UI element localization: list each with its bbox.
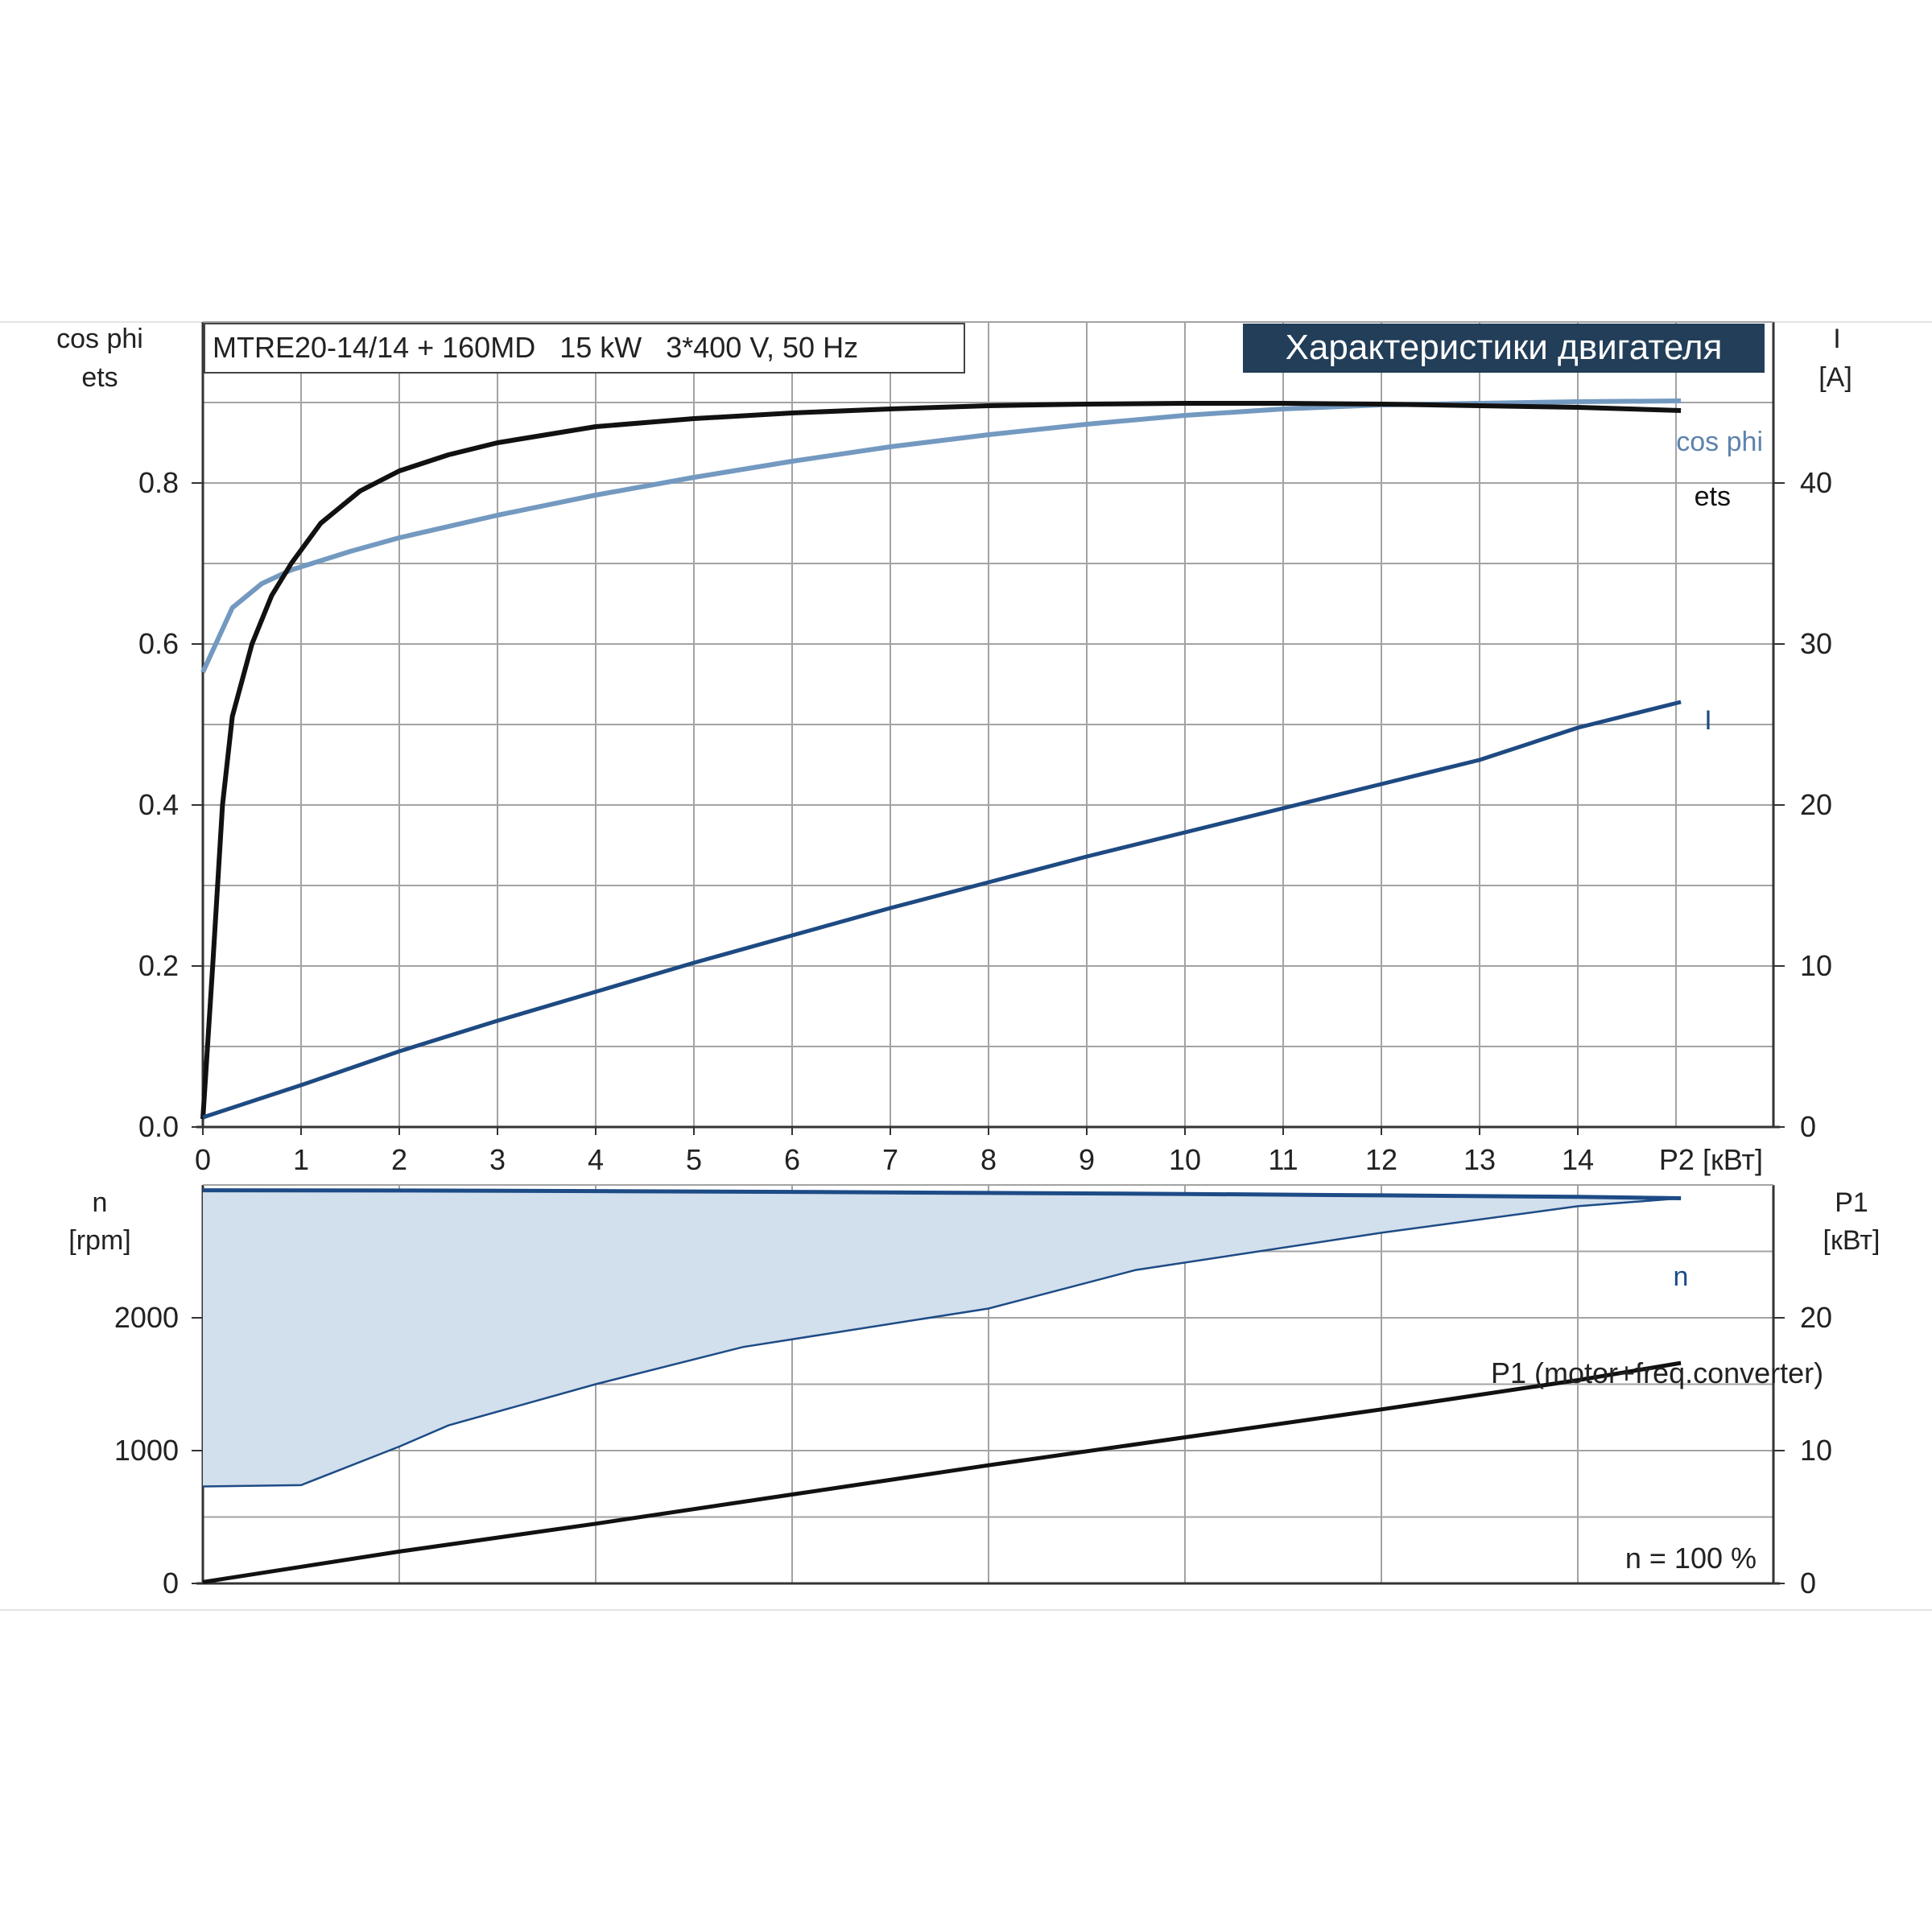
bottom-left-axis-label-n: n xyxy=(93,1187,108,1218)
y-right-tick-label: 30 xyxy=(1800,627,1832,660)
speed-fill xyxy=(203,1190,1682,1487)
series-label-i: I xyxy=(1704,705,1711,736)
y-right-tick-label: 40 xyxy=(1800,466,1832,499)
y-right-tick-label: 0 xyxy=(1800,1110,1816,1143)
y-left-tick-label: 0.2 xyxy=(138,949,179,982)
axis-ticks: 0 1 2 3 4 5 6 7 8 9 10 11 12 13 140.00.20.40.60.801020… xyxy=(114,466,1832,1600)
series-label-cosphi: cos phi xyxy=(1676,427,1763,457)
x-tick-label: 11 xyxy=(1268,1143,1298,1176)
ets-curve xyxy=(200,401,1682,1120)
x-tick-label: 10 xyxy=(1169,1143,1201,1176)
x-tick-label: 7 xyxy=(882,1143,898,1176)
y-left-tick-label: 0.8 xyxy=(138,466,179,499)
x-tick-label: 6 xyxy=(784,1143,800,1176)
x-tick-label: 1 xyxy=(293,1143,309,1176)
bottom-y-left-tick-label: 2000 xyxy=(114,1301,179,1334)
y-left-tick-label: 0.4 xyxy=(138,788,179,821)
x-tick-label: 4 xyxy=(588,1143,604,1176)
chart-subtitle: MTRE20-14/14 + 160MD 15 kW 3*400 V, 50 H… xyxy=(213,331,858,364)
p1-curve xyxy=(202,1360,1682,1584)
y-right-tick-label: 10 xyxy=(1800,949,1832,982)
bottom-y-right-tick-label: 10 xyxy=(1800,1434,1832,1467)
current-curve xyxy=(202,700,1682,1120)
annotation-n-100: n = 100 % xyxy=(1625,1542,1757,1575)
right-axis-label-unit: [A] xyxy=(1818,362,1852,393)
bottom-right-axis-label-unit: [кВт] xyxy=(1823,1225,1880,1256)
right-axis-label-i: I xyxy=(1833,324,1840,354)
chart-title: Характеристики двигателя xyxy=(1286,328,1723,367)
x-tick-label: 8 xyxy=(980,1143,997,1176)
speed-curve xyxy=(202,1188,1682,1200)
x-tick-label: 9 xyxy=(1079,1143,1095,1176)
y-left-tick-label: 0.6 xyxy=(138,627,179,660)
bottom-y-right-tick-label: 20 xyxy=(1800,1301,1832,1334)
left-axis-label-ets: ets xyxy=(81,362,118,393)
bottom-y-left-tick-label: 0 xyxy=(163,1567,179,1600)
subtitle-box xyxy=(204,323,965,374)
y-right-tick-label: 20 xyxy=(1800,788,1832,821)
series-label-p1: P1 (motor+freq.converter) xyxy=(1491,1356,1823,1389)
title-box xyxy=(1243,324,1765,373)
y-left-tick-label: 0.0 xyxy=(138,1110,179,1143)
top-panel-grid xyxy=(196,321,1780,1129)
min-speed-curve xyxy=(202,1197,1682,1488)
x-tick-label: 0 xyxy=(195,1143,211,1176)
cosphi-curve xyxy=(200,398,1682,674)
x-tick-label: 2 xyxy=(391,1143,407,1176)
left-axis-label-cosphi: cos phi xyxy=(56,324,143,354)
bottom-left-axis-label-unit: [rpm] xyxy=(68,1225,130,1256)
x-tick-label: 12 xyxy=(1365,1143,1397,1176)
x-axis-label: P2 [кВт] xyxy=(1659,1143,1763,1176)
x-tick-label: 5 xyxy=(686,1143,702,1176)
x-tick-label: 14 xyxy=(1562,1143,1594,1176)
x-tick-label: 13 xyxy=(1463,1143,1496,1176)
series-label-n: n xyxy=(1674,1261,1689,1292)
bottom-y-right-tick-label: 0 xyxy=(1800,1567,1816,1600)
bottom-y-left-tick-label: 1000 xyxy=(114,1434,179,1467)
series-label-ets: ets xyxy=(1695,481,1731,512)
speed-range-area xyxy=(203,1190,1682,1487)
x-tick-label: 3 xyxy=(489,1143,506,1176)
bottom-right-axis-label-p1: P1 xyxy=(1835,1187,1868,1218)
curves xyxy=(200,398,1682,1584)
